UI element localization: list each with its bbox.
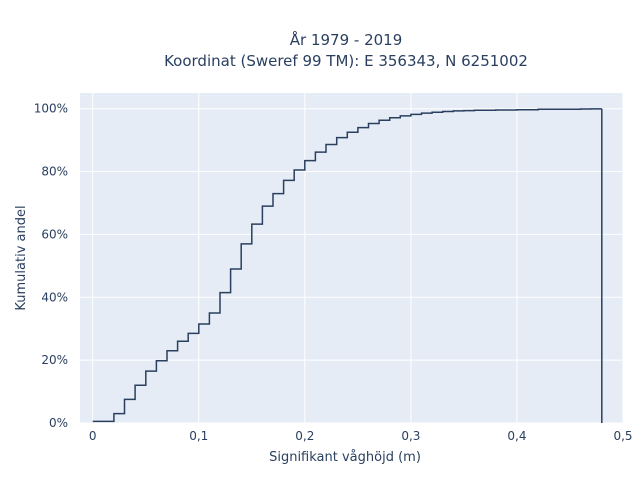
x-gridlines [92,93,624,423]
y-tick-label: 40% [41,290,68,304]
y-axis-title: Kumulativ andel [14,205,29,310]
x-tick-label: 0 [89,429,97,443]
y-tick-label: 100% [34,102,68,116]
x-tick-label: 0,1 [189,429,208,443]
x-tick-label: 0,3 [401,429,420,443]
y-gridlines [80,108,623,424]
y-tick-label: 20% [41,353,68,367]
ecdf-step-line [92,108,603,423]
chart-title-line2: Koordinat (Sweref 99 TM): E 356343, N 62… [164,52,528,70]
y-tick-label: 0% [49,416,68,430]
plot-area [80,93,623,423]
y-tick-label: 60% [41,227,68,241]
x-tick-label: 0,5 [613,429,632,443]
x-tick-labels: 0 0,1 0,2 0,3 0,4 0,5 [89,429,633,443]
chart-title-line1: År 1979 - 2019 [290,30,403,49]
x-tick-label: 0,4 [507,429,526,443]
y-tick-label: 80% [41,165,68,179]
x-tick-label: 0,2 [295,429,314,443]
y-tick-labels: 0% 20% 40% 60% 80% 100% [34,102,68,430]
x-axis-title: Signifikant våghöjd (m) [269,450,421,465]
